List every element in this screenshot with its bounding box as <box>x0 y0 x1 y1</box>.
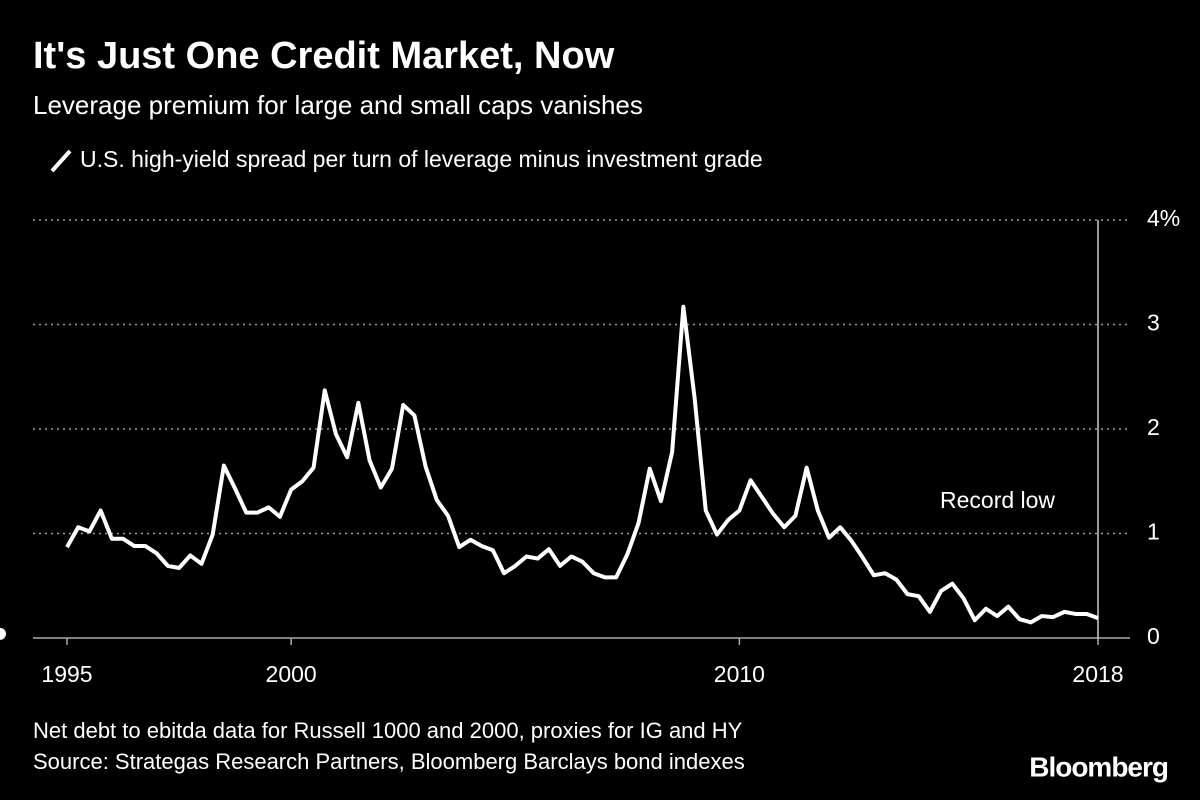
y-tick-label: 1 <box>1147 519 1160 545</box>
x-tick-label: 1995 <box>41 661 92 687</box>
y-tick-label: 2 <box>1147 414 1160 440</box>
note: Net debt to ebitda data for Russell 1000… <box>33 718 743 743</box>
line <box>65 304 1099 625</box>
source: Source: Strategas Research Partners, Blo… <box>33 749 745 774</box>
y-tick-label: 4% <box>1147 205 1180 231</box>
chart-subtitle: Leverage premium for large and small cap… <box>33 90 643 120</box>
x-tick-label: 2018 <box>1072 661 1123 687</box>
x-tick-label: 2000 <box>266 661 317 687</box>
x-tick-label: 2010 <box>714 661 765 687</box>
chart-title: It's Just One Credit Market, Now <box>33 35 615 77</box>
legend-label: U.S. high-yield spread per turn of lever… <box>80 146 763 172</box>
end-dot <box>0 627 6 640</box>
y-tick-label: 0 <box>1147 623 1160 649</box>
annotation: Record low <box>940 487 1055 513</box>
brand: Bloomberg <box>1029 751 1168 782</box>
legend-swatch <box>50 149 72 173</box>
y-tick-label: 3 <box>1147 310 1160 336</box>
